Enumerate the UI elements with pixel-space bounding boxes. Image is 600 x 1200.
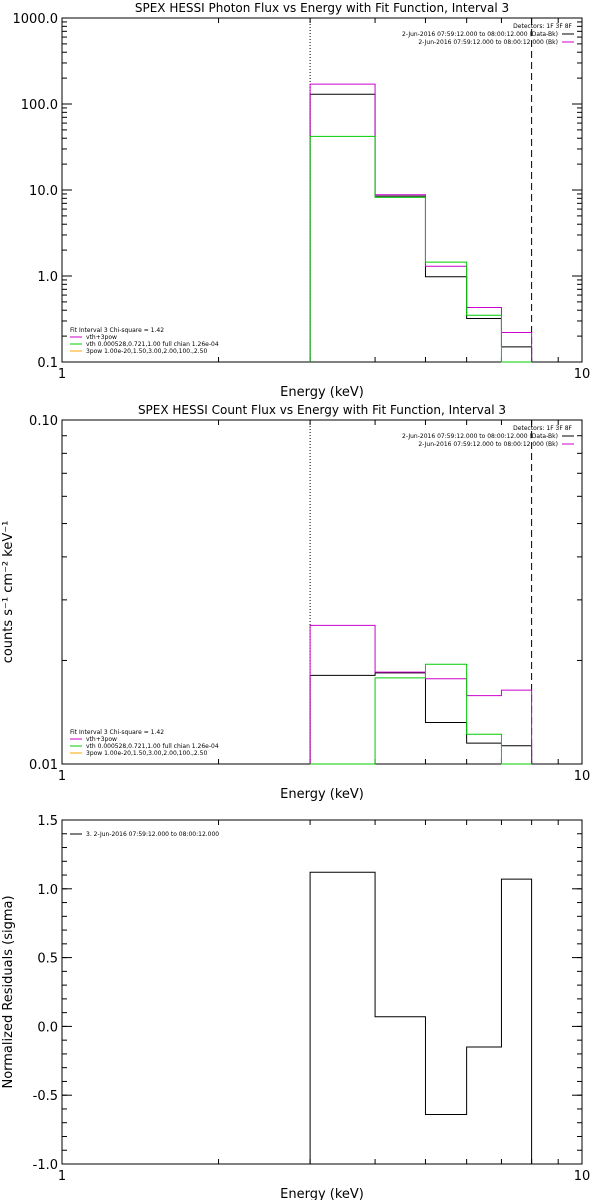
y-tick-label: 0.0 xyxy=(37,1020,58,1035)
legend-top: Detectors: 1F 3F 8F2-Jun-2016 07:59:12.0… xyxy=(402,425,574,448)
y-tick-label: 100.0 xyxy=(21,98,58,113)
x-axis: 1 10 Energy (keV) xyxy=(58,820,590,1200)
plot-frame xyxy=(61,819,583,1165)
panel-2: SPEX HESSI Count Flux vs Energy with Fit… xyxy=(1,403,590,802)
y-tick-label: -1.0 xyxy=(33,1158,58,1173)
x-tick-label: 10 xyxy=(574,1169,591,1184)
fit-legend-entry: vth+3pow xyxy=(86,334,117,341)
y-tick-label: 0.1 xyxy=(37,356,58,371)
series-line-1 xyxy=(309,871,533,1164)
fit-legend-header: Fit Interval 3 Chi-square = 1.42 xyxy=(70,327,164,334)
fit-legend-entry: 3pow 1.00e-20,1.50,3.00,2.00,100.,2.50 xyxy=(86,750,207,757)
plot-frame xyxy=(61,419,583,765)
y-axis: -1.0 -0.5 0.0 0.5 1.0 1.5 Normalized Residuals… xyxy=(1,814,582,1173)
y-tick-label: 0.5 xyxy=(37,952,58,967)
y-tick-label: 1.0 xyxy=(37,270,58,285)
legend-header: Detectors: 1F 3F 8F xyxy=(513,425,572,432)
legend-entry: 2-Jun-2016 07:59:12.000 to 08:00:12.000 … xyxy=(402,31,558,38)
chart-title: SPEX HESSI Photon Flux vs Energy with Fi… xyxy=(135,1,509,15)
series-line-3 xyxy=(309,135,532,363)
plot-frame xyxy=(61,17,583,363)
y-tick-label: -0.5 xyxy=(33,1089,58,1104)
x-tick-label: 1 xyxy=(58,1169,66,1184)
legend-bottom: Fit Interval 3 Chi-square = 1.42vth+3pow… xyxy=(70,327,219,355)
fit-legend-entry: vth 0.000528,0.721,1.00 full chian 1.26e… xyxy=(86,341,219,348)
legend-entry: 2-Jun-2016 07:59:12.000 to 08:00:12.000 … xyxy=(418,441,558,448)
fit-legend-entry: vth+3pow xyxy=(86,736,117,743)
x-axis-label: Energy (keV) xyxy=(280,1187,364,1200)
series-line-2 xyxy=(309,83,533,362)
legend-top: Detectors: 1F 3F 8F2-Jun-2016 07:59:12.0… xyxy=(402,23,574,46)
fit-legend-entry: 3pow 1.00e-20,1.50,3.00,2.00,100.,2.50 xyxy=(86,348,207,355)
fit-legend-header: Fit Interval 3 Chi-square = 1.42 xyxy=(70,729,164,736)
series-line-2 xyxy=(309,624,533,764)
x-axis-label: Energy (keV) xyxy=(280,385,364,400)
legend-entry: 3. 2-Jun-2016 07:59:12.000 to 08:00:12.0… xyxy=(86,831,219,838)
x-axis: 1 10 Energy (keV) xyxy=(58,420,590,802)
y-tick-label: 1.5 xyxy=(37,814,58,829)
legend-top: 3. 2-Jun-2016 07:59:12.000 to 08:00:12.0… xyxy=(70,831,219,838)
panel-1: SPEX HESSI Photon Flux vs Energy with Fi… xyxy=(13,1,591,400)
series-line-1 xyxy=(309,93,533,362)
y-tick-label: 10.0 xyxy=(29,184,58,199)
series-line-1 xyxy=(309,672,533,764)
legend-bottom: Fit Interval 3 Chi-square = 1.42vth+3pow… xyxy=(70,729,219,757)
y-tick-label: 0.10 xyxy=(29,414,58,429)
fit-legend-entry: vth 0.000528,0.721,1.00 full chian 1.26e… xyxy=(86,743,219,750)
legend-entry: 2-Jun-2016 07:59:12.000 to 08:00:12.000 … xyxy=(402,433,558,440)
y-tick-label: 1.0 xyxy=(37,883,58,898)
y-axis: 0.1 1.0 10.0 100.0 1000.0 xyxy=(13,12,582,371)
x-tick-label: 1 xyxy=(58,367,66,382)
x-tick-label: 10 xyxy=(574,769,591,784)
y-axis-label: Normalized Residuals (sigma) xyxy=(1,895,16,1088)
x-axis-label: Energy (keV) xyxy=(280,787,364,802)
y-axis: 0.01 0.10 counts s⁻¹ cm⁻² keV⁻¹ xyxy=(1,414,582,773)
legend-entry: 2-Jun-2016 07:59:12.000 to 08:00:12.000 … xyxy=(418,39,558,46)
y-tick-label: 1000.0 xyxy=(13,12,59,27)
panel-3: 1 10 Energy (keV) -1.0 -0.5 0.0 0.5 1.0 1.5 Norma… xyxy=(1,814,590,1200)
y-axis-label: counts s⁻¹ cm⁻² keV⁻¹ xyxy=(1,521,16,664)
y-tick-label: 0.01 xyxy=(29,758,58,773)
x-tick-label: 1 xyxy=(58,769,66,784)
x-tick-label: 10 xyxy=(574,367,591,382)
chart-title: SPEX HESSI Count Flux vs Energy with Fit… xyxy=(138,403,506,417)
series-line-3 xyxy=(310,663,532,765)
legend-header: Detectors: 1F 3F 8F xyxy=(513,23,572,30)
